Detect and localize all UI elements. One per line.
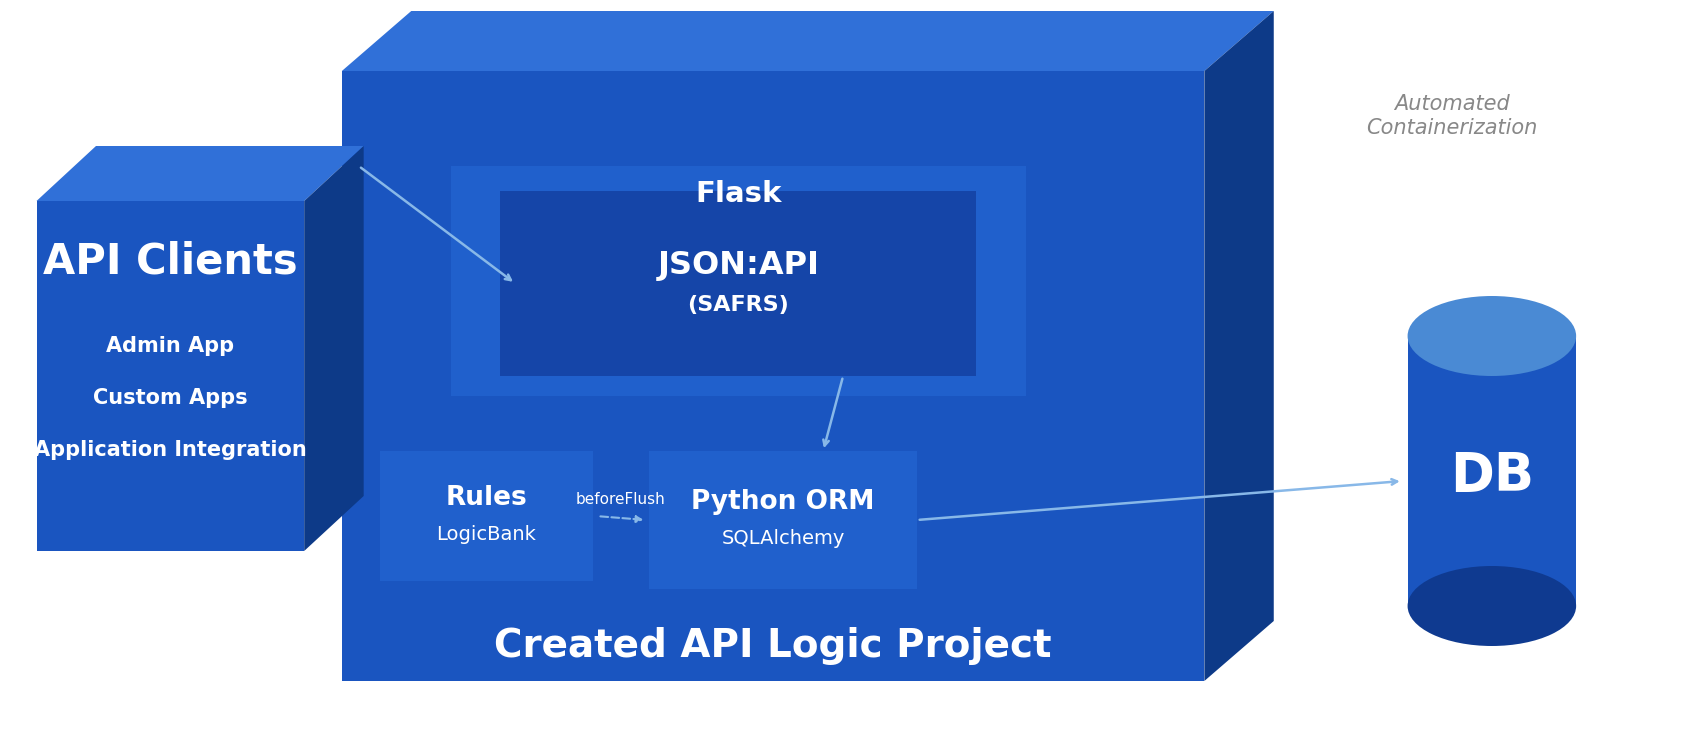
Text: DB: DB [1449, 450, 1533, 502]
Text: Admin App: Admin App [106, 336, 234, 356]
Polygon shape [36, 146, 363, 201]
Text: Python ORM: Python ORM [691, 489, 875, 515]
Text: SQLAlchemy: SQLAlchemy [721, 528, 844, 548]
Polygon shape [1407, 336, 1575, 606]
Polygon shape [341, 11, 1274, 71]
Text: Rules: Rules [445, 485, 527, 511]
Polygon shape [650, 451, 916, 589]
Polygon shape [1204, 11, 1274, 681]
Polygon shape [379, 451, 592, 581]
Text: Flask: Flask [694, 180, 781, 208]
Text: API Clients: API Clients [43, 240, 297, 282]
Ellipse shape [1407, 566, 1575, 646]
Text: LogicBank: LogicBank [436, 525, 535, 543]
Text: (SAFRS): (SAFRS) [687, 295, 789, 316]
Ellipse shape [1407, 296, 1575, 376]
Polygon shape [36, 201, 303, 551]
Text: JSON:API: JSON:API [656, 250, 818, 281]
Text: Custom Apps: Custom Apps [94, 388, 247, 408]
Polygon shape [450, 166, 1025, 396]
Polygon shape [303, 146, 363, 551]
Text: Automated
Containerization: Automated Containerization [1366, 94, 1536, 138]
Polygon shape [500, 191, 975, 376]
Polygon shape [341, 71, 1204, 681]
Text: Created API Logic Project: Created API Logic Project [494, 627, 1052, 665]
Text: beforeFlush: beforeFlush [576, 492, 665, 508]
Text: Application Integration: Application Integration [34, 440, 307, 460]
